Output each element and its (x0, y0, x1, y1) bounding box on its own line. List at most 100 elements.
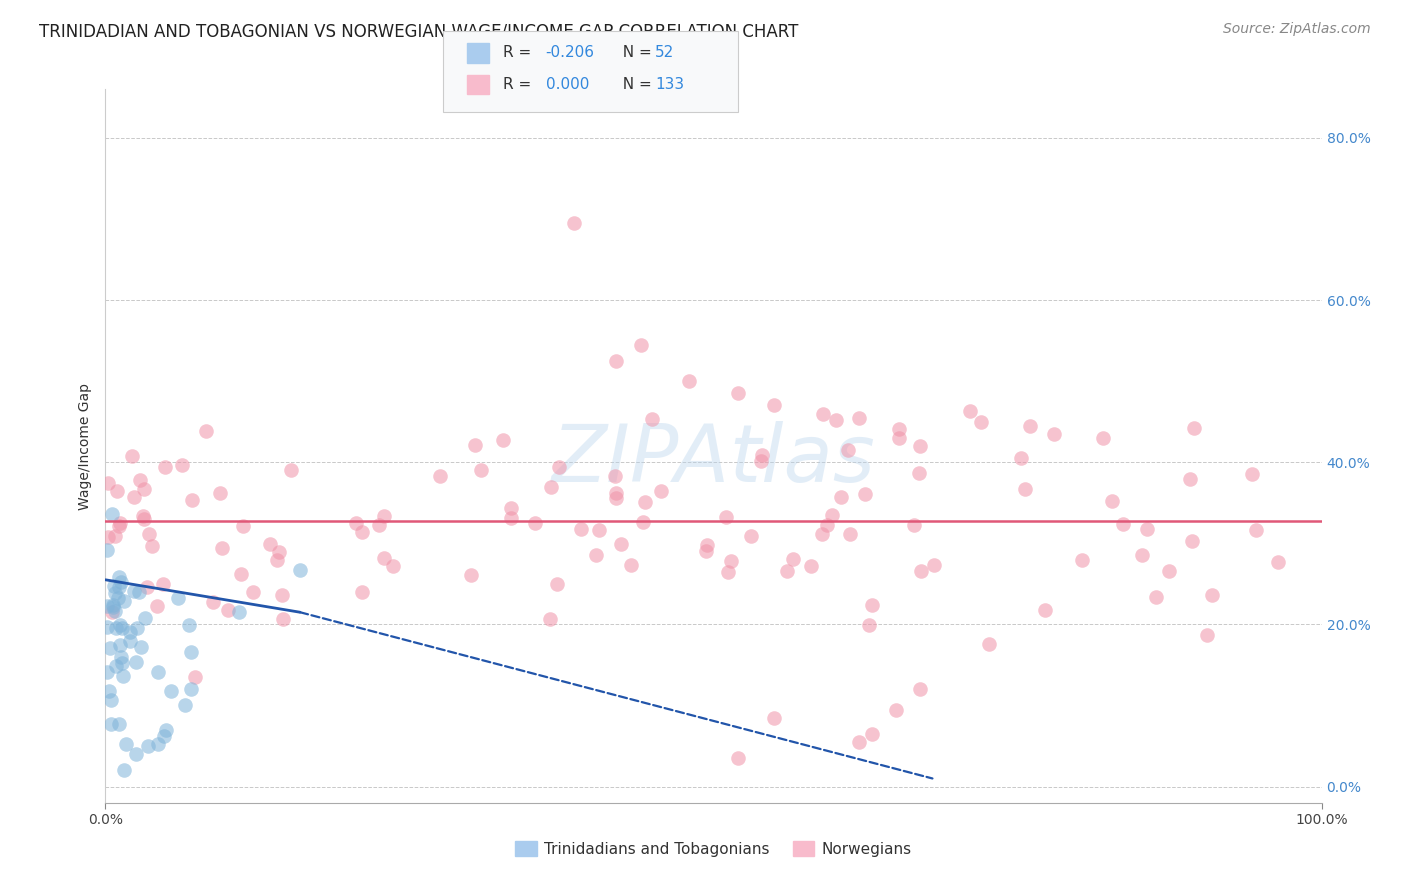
Point (695, 544, 717, 558)
Text: R =: R = (503, 45, 537, 61)
Point (129, 473, 152, 487)
Point (114, 737, 136, 751)
Text: 0.000: 0.000 (546, 77, 589, 92)
Point (547, 460, 569, 475)
Point (460, 567, 482, 582)
Point (605, 485, 627, 500)
Point (96, 543, 118, 558)
Point (132, 512, 155, 526)
Point (107, 591, 129, 605)
Point (160, 684, 183, 698)
Point (104, 621, 127, 635)
Point (184, 670, 207, 684)
Point (837, 443, 859, 458)
Point (96, 599, 118, 614)
Point (641, 412, 664, 426)
Point (122, 584, 145, 599)
Point (910, 682, 932, 697)
Point (727, 386, 749, 401)
Point (100, 641, 122, 656)
Point (167, 591, 190, 606)
Point (751, 448, 773, 462)
Point (887, 431, 910, 445)
Text: TRINIDADIAN AND TOBAGONIAN VS NORWEGIAN WAGE/INCOME GAP CORRELATION CHART: TRINIDADIAN AND TOBAGONIAN VS NORWEGIAN … (39, 22, 799, 40)
Point (464, 438, 486, 452)
Point (1033, 603, 1056, 617)
Point (141, 539, 163, 553)
Point (136, 739, 159, 753)
Point (146, 599, 169, 613)
Point (350, 585, 373, 599)
Point (271, 612, 294, 626)
Point (727, 751, 749, 765)
Point (1018, 418, 1040, 433)
Point (1014, 482, 1036, 496)
Point (546, 577, 568, 591)
Point (977, 637, 1000, 651)
Point (1144, 590, 1167, 604)
Point (830, 490, 852, 504)
Point (588, 523, 610, 537)
Point (1181, 534, 1204, 549)
Point (118, 624, 141, 639)
Point (270, 588, 292, 602)
Point (1201, 588, 1223, 602)
Point (266, 552, 288, 566)
Text: -0.206: -0.206 (546, 45, 595, 61)
Point (101, 508, 124, 522)
Point (524, 516, 547, 530)
Point (134, 482, 156, 496)
Point (125, 747, 148, 761)
Point (146, 737, 169, 751)
Point (811, 407, 834, 421)
Point (1112, 516, 1135, 531)
Point (429, 469, 451, 483)
Point (232, 519, 254, 533)
Point (217, 603, 239, 617)
Point (776, 564, 799, 578)
Point (108, 580, 131, 594)
Point (970, 415, 993, 429)
Point (903, 517, 925, 532)
Text: 133: 133 (655, 77, 685, 92)
Point (209, 486, 232, 500)
Point (229, 566, 252, 581)
Point (1136, 522, 1159, 536)
Point (630, 337, 652, 351)
Point (382, 558, 405, 573)
Point (1010, 451, 1032, 466)
Legend: Trinidadians and Tobagonians, Norwegians: Trinidadians and Tobagonians, Norwegians (509, 835, 918, 863)
Point (811, 527, 834, 541)
Point (112, 764, 135, 778)
Point (127, 621, 149, 635)
Point (177, 618, 200, 632)
Point (111, 621, 134, 635)
Point (887, 422, 910, 436)
Point (180, 682, 202, 697)
Point (125, 655, 148, 669)
Point (763, 711, 786, 725)
Point (136, 580, 159, 594)
Point (853, 487, 876, 501)
Point (491, 433, 513, 447)
Point (128, 584, 150, 599)
Point (146, 665, 169, 679)
Point (121, 449, 143, 463)
Point (267, 545, 290, 559)
Point (104, 529, 127, 543)
Point (838, 527, 860, 541)
Point (605, 491, 627, 505)
Point (1240, 467, 1263, 481)
Point (678, 374, 700, 388)
Point (1043, 426, 1066, 441)
Point (720, 554, 742, 568)
Point (211, 541, 233, 556)
Point (499, 511, 522, 525)
Point (107, 570, 129, 584)
Point (104, 586, 127, 600)
Point (605, 354, 627, 368)
Point (97, 530, 120, 544)
Point (108, 516, 131, 530)
Point (122, 490, 145, 504)
Point (172, 458, 194, 472)
